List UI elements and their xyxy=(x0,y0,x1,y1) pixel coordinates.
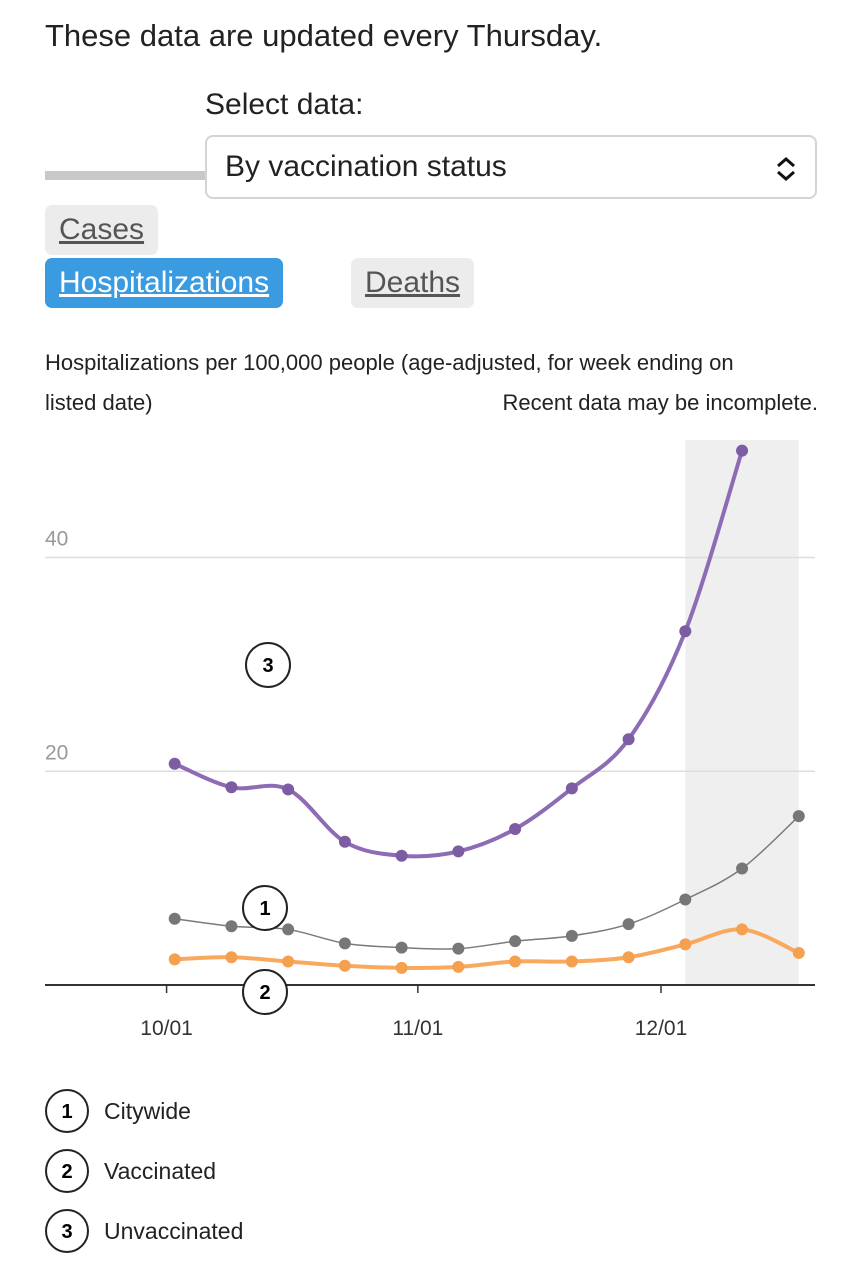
legend-marker: 3 xyxy=(61,1221,72,1243)
legend-marker: 1 xyxy=(61,1101,72,1123)
data-point xyxy=(736,444,749,457)
data-point xyxy=(452,942,465,955)
legend-circle xyxy=(45,1149,89,1193)
data-point xyxy=(395,961,408,974)
series-marker-circle xyxy=(245,642,291,688)
data-select[interactable]: By vaccination status xyxy=(205,135,817,199)
tab[interactable]: Cases xyxy=(45,205,159,255)
data-point xyxy=(225,781,238,794)
x-tick-label: 10/01 xyxy=(140,1017,193,1040)
legend-marker: 2 xyxy=(61,1161,72,1183)
data-point xyxy=(736,923,749,936)
data-point xyxy=(282,783,295,796)
data-point xyxy=(679,893,692,906)
data-point xyxy=(679,938,692,951)
chart-note: Recent data may be incomplete. xyxy=(502,390,818,415)
data-point xyxy=(622,951,635,964)
series-marker: 3 xyxy=(262,655,273,677)
data-point xyxy=(565,782,578,795)
series-marker: 1 xyxy=(259,898,270,920)
x-tick-label: 11/01 xyxy=(392,1017,443,1040)
recent-highlight xyxy=(685,440,799,985)
data-point xyxy=(395,849,408,862)
y-tick-label: 20 xyxy=(45,741,68,764)
data-point xyxy=(792,810,805,823)
data-point xyxy=(622,733,635,746)
data-point xyxy=(622,918,635,931)
separator xyxy=(45,171,205,180)
data-point xyxy=(282,923,295,936)
series-marker: 2 xyxy=(259,982,270,1004)
series-marker-circle xyxy=(242,969,288,1015)
legend-label: Vaccinated xyxy=(104,1158,216,1184)
legend-label: Citywide xyxy=(104,1098,191,1124)
data-point xyxy=(565,955,578,968)
legend-circle xyxy=(45,1089,89,1133)
select-value: By vaccination status xyxy=(225,150,507,183)
legend-label: Unvaccinated xyxy=(104,1218,243,1244)
notice: These data are updated every Thursday. xyxy=(45,18,603,53)
data-point xyxy=(338,937,351,950)
data-point xyxy=(168,953,181,966)
tab[interactable]: Deaths xyxy=(351,258,475,308)
data-point xyxy=(168,912,181,925)
data-point xyxy=(679,625,692,638)
data-point xyxy=(452,845,465,858)
select-label: Select data: xyxy=(205,88,364,121)
y-tick-label: 40 xyxy=(45,528,68,551)
data-point xyxy=(509,935,522,948)
legend-circle xyxy=(45,1209,89,1253)
data-point xyxy=(338,835,351,848)
tab[interactable]: Hospitalizations xyxy=(45,258,284,308)
x-tick-label: 12/01 xyxy=(635,1017,688,1040)
data-point xyxy=(452,960,465,973)
series-marker-circle xyxy=(242,885,288,931)
data-point xyxy=(225,920,238,933)
data-point xyxy=(509,955,522,968)
chart-subtitle: Hospitalizations per 100,000 people (age… xyxy=(45,350,734,415)
data-point xyxy=(792,946,805,959)
data-point xyxy=(225,951,238,964)
data-point xyxy=(168,757,181,770)
data-point xyxy=(395,941,408,954)
data-point xyxy=(509,822,522,835)
data-point xyxy=(282,955,295,968)
select-arrows xyxy=(777,157,795,181)
data-point xyxy=(736,862,749,875)
data-point xyxy=(565,929,578,942)
data-point xyxy=(338,959,351,972)
